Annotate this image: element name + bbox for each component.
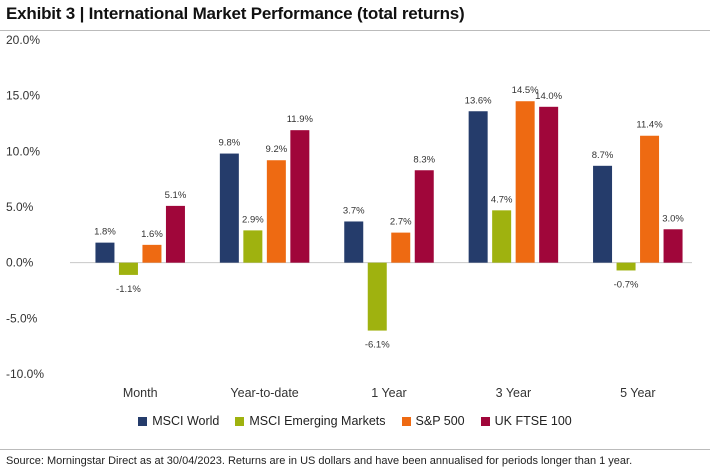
bars [95,101,683,331]
data-label: 14.0% [535,91,562,102]
y-tick-label: -5.0% [6,311,38,325]
data-label: 5.1% [165,190,187,201]
bar-chart: 20.0% 15.0% 10.0% 5.0% 0.0% -5.0% -10.0% 1.8% -… [6,33,692,400]
legend-item: S&P 500 [401,414,465,428]
bar [118,262,138,275]
x-tick-label: Year-to-date [230,386,298,400]
data-label: 14.5% [512,85,539,96]
legend-swatch [235,416,245,426]
bar [219,153,239,263]
data-label: 1.6% [141,229,163,240]
y-tick-label: 0.0% [6,256,34,270]
data-label: 3.0% [662,213,684,224]
legend-label: MSCI Emerging Markets [249,414,386,428]
bar [142,244,162,263]
data-label: 8.3% [413,154,435,165]
bar [640,135,660,263]
bar [290,130,310,263]
bar [95,242,115,263]
data-label: 8.7% [592,150,614,161]
data-label: -1.1% [116,284,141,295]
legend-item: MSCI World [138,414,219,428]
legend-swatch [138,416,148,426]
data-label: -6.1% [365,340,390,351]
legend-label: MSCI World [152,414,220,428]
bar [367,262,387,331]
legend: MSCI World MSCI Emerging Markets S&P 500 UK… [0,414,710,428]
bar [414,170,434,263]
data-label: 3.7% [343,205,365,216]
x-tick-label: 5 Year [620,386,655,400]
bar [391,232,411,263]
data-label: 13.6% [465,95,492,106]
legend-swatch [401,416,411,426]
x-tick-label: 3 Year [496,386,531,400]
bar [616,262,636,271]
source-note: Source: Morningstar Direct as at 30/04/2… [6,455,633,467]
bar [165,205,185,263]
title-divider [0,30,710,31]
bar [593,165,613,263]
x-axis: Month Year-to-date 1 Year 3 Year 5 Year [123,386,656,400]
x-tick-label: 1 Year [371,386,406,400]
legend-item: UK FTSE 100 [480,414,572,428]
bar [663,229,683,263]
data-label: 9.2% [266,144,288,155]
y-tick-label: 5.0% [6,200,34,214]
data-label: 4.7% [491,194,513,205]
legend-swatch [480,416,490,426]
y-tick-label: -10.0% [6,367,44,381]
bar [344,221,364,263]
data-label: 11.4% [636,120,663,131]
legend-label: S&P 500 [415,414,465,428]
legend-item: MSCI Emerging Markets [235,414,386,428]
bar [266,160,286,263]
data-label: 11.9% [287,114,314,125]
legend-label: UK FTSE 100 [494,414,572,428]
data-label: 2.9% [242,214,264,225]
bar [492,210,512,263]
bar [539,106,559,263]
y-tick-label: 20.0% [6,33,40,47]
bar [468,111,488,263]
data-label: -0.7% [614,279,639,290]
source-divider [0,449,710,450]
data-label: 1.8% [94,227,116,238]
y-tick-label: 10.0% [6,144,40,158]
chart-title: Exhibit 3 | International Market Perform… [6,4,465,23]
data-label: 2.7% [390,217,412,228]
data-label: 9.8% [219,138,241,149]
y-tick-label: 15.0% [6,89,40,103]
x-tick-label: Month [123,386,158,400]
bar [243,230,263,263]
bar [515,101,535,263]
data-labels: 1.8% -1.1% 1.6% 5.1% 9.8% 2.9% 9.2% 11.9% 3.7% -6… [94,85,684,350]
